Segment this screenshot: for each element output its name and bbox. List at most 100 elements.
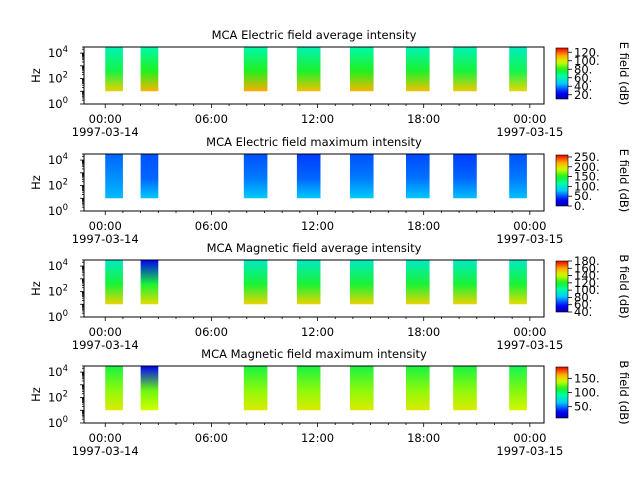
x-tick-label: 12:00 (301, 219, 334, 233)
colorbar-tick-label: 20. (574, 88, 592, 102)
spectrogram-pass (406, 260, 430, 305)
spectrogram-pass (140, 366, 159, 411)
x-date-label: 1997-03-14 (72, 125, 139, 139)
panel-title: MCA Magnetic field average intensity (207, 241, 422, 255)
axes-frame (83, 259, 545, 318)
y-tick-label: 104 (48, 152, 68, 167)
spectrogram-pass (105, 260, 123, 305)
colorbar-tick-label: 50. (574, 189, 592, 203)
x-tick-label: 00:00 (513, 112, 546, 126)
x-tick-label: 06:00 (195, 219, 228, 233)
y-axis-label: Hz (29, 68, 43, 83)
spectrogram-pass (243, 47, 268, 92)
spectrogram-pass (509, 47, 527, 92)
colorbar (555, 366, 569, 419)
axes-frame (83, 46, 545, 105)
spectrogram-pass (296, 366, 321, 411)
colorbar-tick-label: 160. (574, 261, 600, 275)
colorbar-tick-label: 120. (574, 45, 600, 59)
x-date-label: 1997-03-14 (72, 444, 139, 458)
x-date-label: 1997-03-15 (496, 444, 563, 458)
y-tick-label: 102 (48, 390, 68, 405)
spectrogram-pass (105, 154, 123, 199)
x-date-label: 1997-03-15 (496, 232, 563, 246)
colorbar-tick-label: 60. (574, 71, 592, 85)
y-tick-label: 100 (48, 415, 68, 430)
colorbar (555, 260, 569, 313)
spectrogram-pass (453, 366, 477, 411)
spectrogram-pass (453, 154, 477, 199)
y-tick-label: 100 (48, 309, 68, 324)
x-date-label: 1997-03-14 (72, 232, 139, 246)
spectrogram-pass (406, 154, 430, 199)
colorbar-tick-label: 150. (574, 170, 600, 184)
x-tick-label: 00:00 (513, 325, 546, 339)
y-tick-label: 102 (48, 71, 68, 86)
spectrogram-pass (509, 260, 527, 305)
x-tick-label: 06:00 (195, 112, 228, 126)
x-tick-label: 06:00 (195, 325, 228, 339)
spectrogram-pass (349, 260, 374, 305)
spectrogram-pass (140, 47, 159, 92)
spectrogram-pass (296, 154, 321, 199)
x-tick-label: 00:00 (513, 219, 546, 233)
colorbar-tick-label: 100. (574, 179, 600, 193)
x-tick-label: 00:00 (89, 219, 122, 233)
panel-3: MCA Magnetic field average intensity 100 1… (29, 241, 631, 352)
spectrogram-pass (406, 47, 430, 92)
y-tick-label: 100 (48, 96, 68, 111)
axes-frame (83, 365, 545, 424)
spectrogram-pass (296, 260, 321, 305)
y-tick-label: 104 (48, 45, 68, 60)
panel-title: MCA Magnetic field maximum intensity (201, 347, 427, 361)
colorbar-tick-label: 50. (574, 400, 592, 414)
colorbar-tick-label: 180. (574, 254, 600, 268)
x-tick-label: 00:00 (513, 431, 546, 445)
colorbar-tick-label: 140. (574, 269, 600, 283)
panel-title: MCA Electric field maximum intensity (206, 135, 422, 149)
y-tick-label: 104 (48, 364, 68, 379)
x-tick-label: 12:00 (301, 112, 334, 126)
y-tick-label: 100 (48, 203, 68, 218)
spectrogram-pass (349, 154, 374, 199)
colorbar-tick-label: 100. (574, 386, 600, 400)
colorbar-tick-label: 100. (574, 283, 600, 297)
spectrogram-pass (349, 366, 374, 411)
colorbar-tick-label: 60. (574, 298, 592, 312)
x-tick-label: 18:00 (407, 325, 440, 339)
colorbar (555, 154, 569, 207)
x-date-label: 1997-03-15 (496, 125, 563, 139)
colorbar-tick-label: 100. (574, 54, 600, 68)
panel-title: MCA Electric field average intensity (212, 28, 417, 42)
panel-1: MCA Electric field average intensity 100 1… (29, 28, 631, 139)
spectrogram-pass (296, 47, 321, 92)
colorbar-tick-label: 120. (574, 276, 600, 290)
spectrogram-pass (509, 366, 527, 411)
spectrogram-pass (509, 154, 527, 199)
colorbar-tick-label: 80. (574, 290, 592, 304)
x-date-label: 1997-03-15 (496, 338, 563, 352)
x-date-label: 1997-03-14 (72, 338, 139, 352)
spectrogram-pass (406, 366, 430, 411)
y-tick-label: 102 (48, 284, 68, 299)
panel-2: MCA Electric field maximum intensity 100 1… (29, 135, 631, 246)
x-tick-label: 06:00 (195, 431, 228, 445)
colorbar-label: E field (dB) (617, 149, 631, 213)
colorbar-tick-label: 40. (574, 79, 592, 93)
colorbar-tick-label: 0. (574, 199, 585, 213)
spectrogram-pass (105, 47, 123, 92)
spectrogram-pass (140, 260, 159, 305)
y-tick-label: 102 (48, 178, 68, 193)
panel-4: MCA Magnetic field maximum intensity 100 1… (29, 347, 631, 458)
axes-frame (83, 153, 545, 212)
colorbar-tick-label: 80. (574, 62, 592, 76)
colorbar-tick-label: 150. (574, 371, 600, 385)
x-tick-label: 18:00 (407, 431, 440, 445)
colorbar-label: B field (dB) (617, 360, 631, 424)
x-tick-label: 00:00 (89, 112, 122, 126)
x-tick-label: 00:00 (89, 431, 122, 445)
colorbar-tick-label: 200. (574, 160, 600, 174)
spectrogram-pass (349, 47, 374, 92)
colorbar-tick-label: 40. (574, 305, 592, 319)
colorbar (555, 47, 569, 100)
